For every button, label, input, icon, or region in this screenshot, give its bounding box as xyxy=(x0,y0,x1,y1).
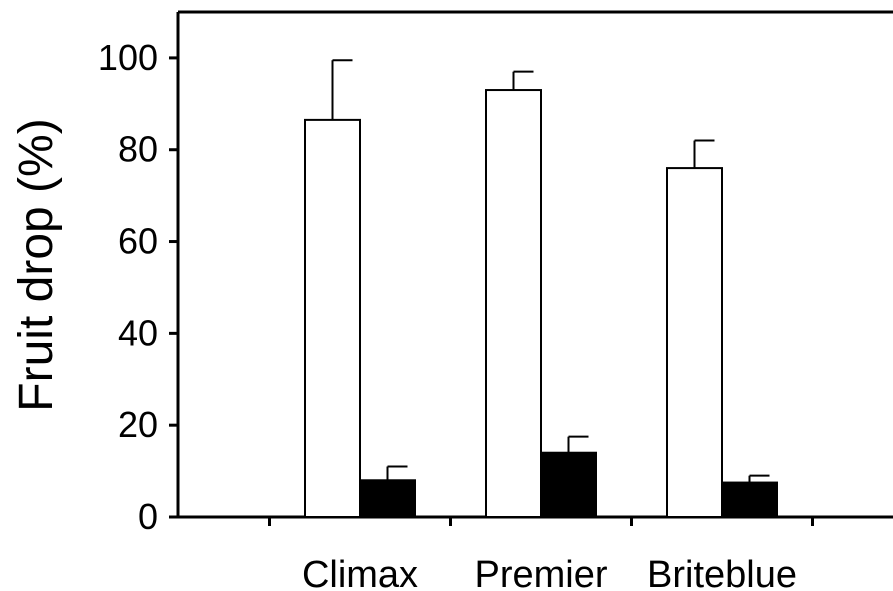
x-tick-label-premier: Premier xyxy=(474,554,607,591)
bar-premier-series-1 xyxy=(485,89,542,519)
y-axis-label: Fruit drop (%) xyxy=(10,118,63,411)
y-tick-label: 100 xyxy=(98,37,158,78)
bar-climax-series-2 xyxy=(359,479,416,519)
bar-briteblue-series-1 xyxy=(666,167,723,518)
tick-labels: 0 20 40 60 80 100 Climax Premier Briteblue xyxy=(98,37,797,591)
x-tick-label-climax: Climax xyxy=(302,554,418,591)
bar-climax-series-1 xyxy=(304,118,361,519)
x-tick-label-briteblue: Briteblue xyxy=(647,554,797,591)
bar-premier-series-2 xyxy=(540,451,597,518)
bar-briteblue-series-2 xyxy=(721,481,778,518)
y-tick-label: 40 xyxy=(118,312,158,353)
y-tick-label: 60 xyxy=(118,221,158,262)
y-tick-label: 20 xyxy=(118,404,158,445)
y-tick-label: 80 xyxy=(118,129,158,170)
bars xyxy=(304,59,778,519)
y-tick-label: 0 xyxy=(138,496,158,537)
